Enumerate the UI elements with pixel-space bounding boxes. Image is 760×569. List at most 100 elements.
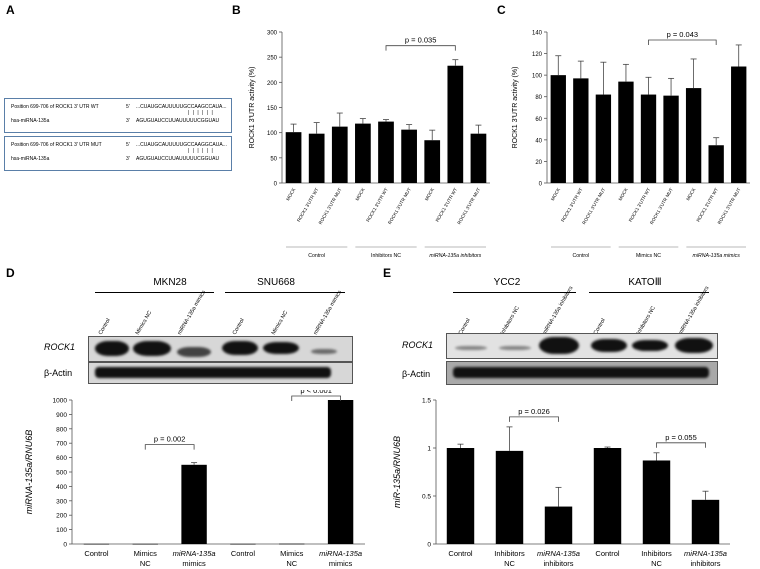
blot-e-group-2-line [589,292,709,293]
x-tick-label: mimics [329,559,353,568]
blot-e-lane-5: Inhibitors NC [635,305,657,336]
significance-bracket [509,416,559,422]
band [263,342,299,354]
bar [83,543,110,545]
bar [446,448,475,544]
y-tick-label: 140 [532,31,543,37]
wt-target-sequence: ...CUAUGCAUUUUUGCCAAGCCAUA... [136,104,227,110]
y-tick-label: 0 [427,542,431,549]
x-tick-label: Mimics [280,549,304,558]
y-tick-label: 1.5 [422,398,431,405]
group-label: Mimics NC [636,253,661,259]
blot-d-rock1-strip [88,336,353,362]
y-tick-label: 60 [535,117,542,123]
blot-d-lane-5: Mimics NC [270,309,290,336]
p-value-label: p = 0.002 [154,435,186,444]
bar [550,75,566,183]
x-tick-label: ROCK1 3'UTR WT [695,187,719,223]
bar [640,94,657,183]
y-tick-label: 800 [56,426,67,433]
band [539,337,579,354]
y-tick-label: 1000 [53,398,68,405]
wt-target-label: Position 699-706 of ROCK1 3' UTR WT [11,104,99,110]
group-label: Control [308,253,325,259]
y-axis-label: ROCK1 3'UTR activity (%) [512,67,519,149]
x-tick-label: ROCK1 3'UTR WT [435,187,459,223]
x-tick-label: inhibitors [543,559,573,568]
bar [447,65,464,183]
mut-target-prime: 5' [126,142,130,148]
x-tick-label: NC [140,559,151,568]
panel-letter-a: A [6,3,15,17]
y-tick-label: 0 [539,182,543,188]
wt-target-prime: 5' [126,104,130,110]
bar [279,543,305,545]
band [222,341,258,355]
bar [544,506,573,544]
mut-mir-sequence: AGUGUAUCCUUAUUUUUCGGUAU [136,156,220,162]
bar [595,94,612,183]
bar [424,140,441,183]
band [95,367,331,378]
group-label: Inhibitors NC [371,253,401,259]
band [133,341,171,356]
blot-d-lane-2: Mimics NC [134,309,154,336]
x-tick-label: MOCK [424,186,436,201]
y-tick-label: 300 [267,31,278,37]
wt-mir-label: hsa-miRNA-135a [11,118,50,124]
bar [331,126,348,183]
blot-e-group-1-line [453,292,576,293]
panel-letter-d: D [6,266,15,280]
bar [132,543,158,545]
x-tick-label: Control [448,549,473,558]
blot-e-row-actin: β-Actin [402,369,431,379]
wt-mir-sequence: AGUGUAUCCUUAUUUUUCGGUAU [136,118,220,124]
blot-e-group-1: YCC2 [493,277,521,288]
x-tick-label: ROCK1 3'UTR WT [560,187,584,223]
y-tick-label: 600 [56,455,67,462]
bar [308,133,325,183]
band [177,347,211,357]
p-value-label: p = 0.043 [667,30,699,39]
blot-d-group-2: SNU668 [257,277,295,288]
band [455,346,487,350]
blot-d-group-2-line [225,292,345,293]
x-tick-label: ROCK1 3'UTR WT [628,187,652,223]
bar [470,133,487,183]
mut-target-sequence: ...CUAUGCAUUUUUGCCAAGGCAUA... [136,142,227,148]
group-label: miRNA-135a inhibitors [429,253,481,259]
bar [285,132,302,183]
bar [685,88,702,183]
y-tick-label: 250 [267,56,278,62]
significance-bracket [291,395,341,401]
mut-mir-label: hsa-miRNA-135a [11,156,50,162]
x-tick-label: ROCK1 3'UTR MUT [456,187,481,225]
significance-bracket [648,39,717,45]
group-label: miRNA-135a mimics [693,253,741,259]
y-tick-label: 1 [427,446,431,453]
y-tick-label: 40 [535,138,542,144]
x-tick-label: ROCK1 3'UTR MUT [318,187,343,225]
x-tick-label: ROCK1 3'UTR MUT [649,187,674,225]
y-tick-label: 100 [267,131,278,137]
wt-mir-prime: 3' [126,118,130,124]
blot-e-group-2: KATOⅢ [628,277,662,288]
y-tick-label: 100 [56,527,67,534]
bar [593,448,622,544]
bar [731,66,747,183]
bar [663,95,679,183]
x-tick-label: Control [231,549,256,558]
blot-e-lane-2: Inhibitors NC [499,305,521,336]
panel-letter-e: E [383,266,392,280]
blot-d-row-actin: β-Actin [44,368,73,378]
p-value-label: p = 0.026 [518,407,550,416]
y-tick-label: 150 [267,106,278,112]
y-tick-label: 200 [267,81,278,87]
wt-pairing-lines: | | | | | | [188,110,214,116]
blot-d-lane-4: Control [231,317,246,336]
blot-e-row-rock1: ROCK1 [402,340,434,350]
group-label: Control [572,253,589,259]
y-tick-label: 100 [532,74,543,80]
x-tick-label: NC [504,559,515,568]
significance-bracket [385,45,456,51]
